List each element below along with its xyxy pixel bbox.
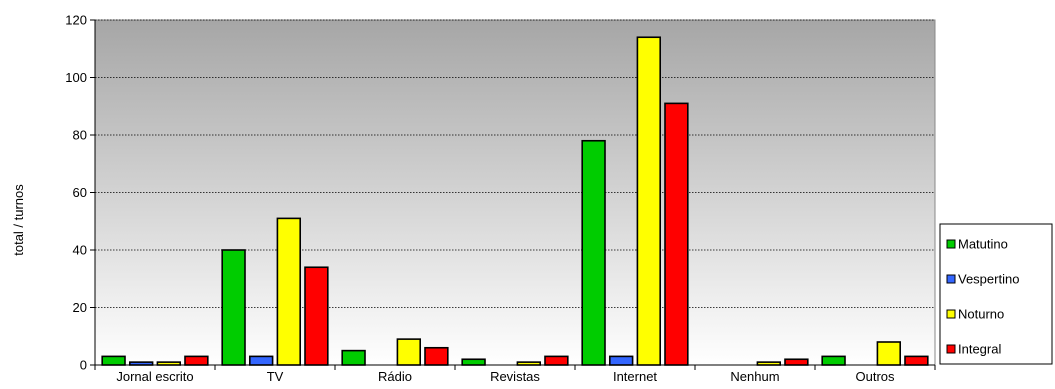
y-tick-label: 100 [65, 70, 87, 85]
bar-integral [544, 355, 569, 366]
legend-label-matutino: Matutino [958, 237, 1008, 252]
x-tick-label: Jornal escrito [116, 369, 193, 384]
y-tick-label: 0 [80, 358, 87, 373]
bar-noturno [276, 217, 301, 366]
y-tick-label: 40 [73, 243, 87, 258]
y-axis-label: total / turnos [11, 184, 26, 256]
x-tick-label: Revistas [490, 369, 540, 384]
bar-integral [184, 355, 209, 366]
legend: Matutino Vespertino Noturno Integral [939, 223, 1053, 365]
x-tick-label: Rádio [378, 369, 412, 384]
legend-swatch-matutino [946, 239, 956, 249]
legend-swatch-vespertino [946, 274, 956, 284]
bar-matutino [341, 349, 366, 366]
y-tick-label: 60 [73, 185, 87, 200]
bar-matutino [221, 249, 246, 366]
bar-integral [424, 346, 449, 366]
bar-integral [664, 102, 689, 366]
bar-noturno [396, 338, 421, 366]
x-tick-labels: Jornal escrito TV Rádio Revistas Internet Nen… [116, 369, 895, 384]
x-tick-label: Outros [855, 369, 895, 384]
legend-label-integral: Integral [958, 342, 1001, 357]
y-tick-labels: 0 20 40 60 80 100 120 [65, 13, 87, 373]
bar-matutino [821, 355, 846, 366]
bar-matutino [461, 358, 486, 366]
x-tick-label: Internet [613, 369, 657, 384]
y-tick-label: 80 [73, 128, 87, 143]
gridlines [95, 19, 935, 308]
bar-vespertino [608, 355, 634, 366]
bar-noturno [636, 36, 662, 366]
bar-noturno [876, 341, 902, 366]
bar-matutino [101, 355, 126, 366]
axes [90, 19, 936, 370]
bar-vespertino [249, 355, 274, 366]
legend-label-noturno: Noturno [958, 307, 1004, 322]
y-tick-label: 120 [65, 13, 87, 28]
y-tick-label: 20 [73, 300, 87, 315]
bar-integral [304, 266, 329, 366]
bars [101, 36, 929, 366]
x-tick-label: Nenhum [730, 369, 779, 384]
legend-box [939, 223, 1053, 365]
legend-label-vespertino: Vespertino [958, 272, 1019, 287]
bar-matutino [581, 139, 606, 366]
bar-integral [784, 358, 809, 366]
x-tick-label: TV [267, 369, 284, 384]
legend-swatch-integral [946, 344, 956, 354]
bar-integral [904, 355, 929, 366]
legend-swatch-noturno [946, 309, 956, 319]
